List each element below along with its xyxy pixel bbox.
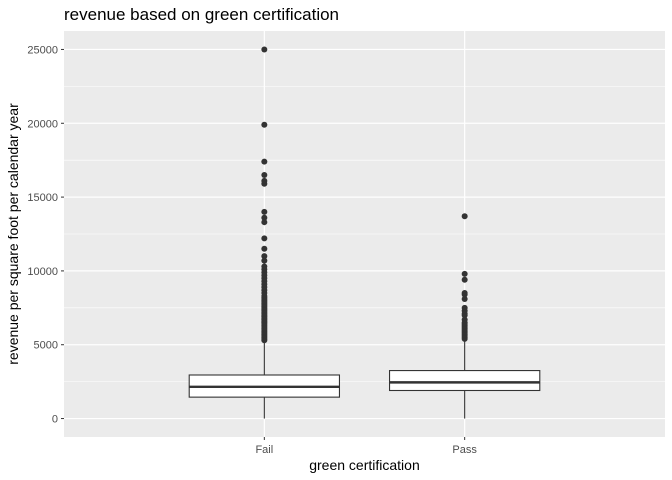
outlier-point: [461, 270, 468, 277]
y-tick-label: 15000: [27, 192, 58, 204]
minor-gridlines: [64, 86, 665, 382]
x-axis-title: green certification: [309, 457, 420, 473]
outlier-point: [261, 214, 268, 221]
y-tick-label: 0: [52, 414, 58, 426]
chart-title: revenue based on green certification: [64, 5, 339, 24]
outlier-point: [261, 121, 268, 128]
y-tick-label: 20000: [27, 118, 58, 130]
outlier-point: [461, 316, 468, 323]
outlier-point: [261, 257, 268, 264]
y-tick-label: 25000: [27, 44, 58, 56]
outlier-point: [261, 263, 268, 270]
x-axis: Fail Pass: [255, 437, 477, 456]
outlier-point: [261, 208, 268, 215]
major-gridlines: [64, 31, 665, 437]
outlier-point: [261, 235, 268, 242]
outlier-point: [461, 304, 468, 311]
outlier-point: [261, 158, 268, 165]
box-iqr: [388, 370, 541, 392]
outlier-point: [261, 245, 268, 252]
y-tick-label: 5000: [34, 340, 58, 352]
outlier-point: [461, 213, 468, 220]
outlier-point: [461, 276, 468, 283]
outlier-point: [261, 253, 268, 260]
y-tick-label: 10000: [27, 266, 58, 278]
outlier-point: [461, 290, 468, 297]
y-axis-title: revenue per square foot per calendar yea…: [5, 103, 21, 365]
x-tick-label: Fail: [255, 444, 273, 456]
outlier-point: [261, 219, 268, 226]
box-fail: [188, 46, 341, 419]
y-axis: 0 5000 10000 15000 20000 25000: [27, 44, 64, 426]
outlier-point: [261, 171, 268, 178]
outlier-point: [461, 295, 468, 302]
x-tick-label: Pass: [452, 444, 477, 456]
box-layer: [188, 46, 541, 419]
box-pass: [388, 213, 541, 419]
outlier-point: [261, 177, 268, 184]
outlier-point: [261, 46, 268, 53]
